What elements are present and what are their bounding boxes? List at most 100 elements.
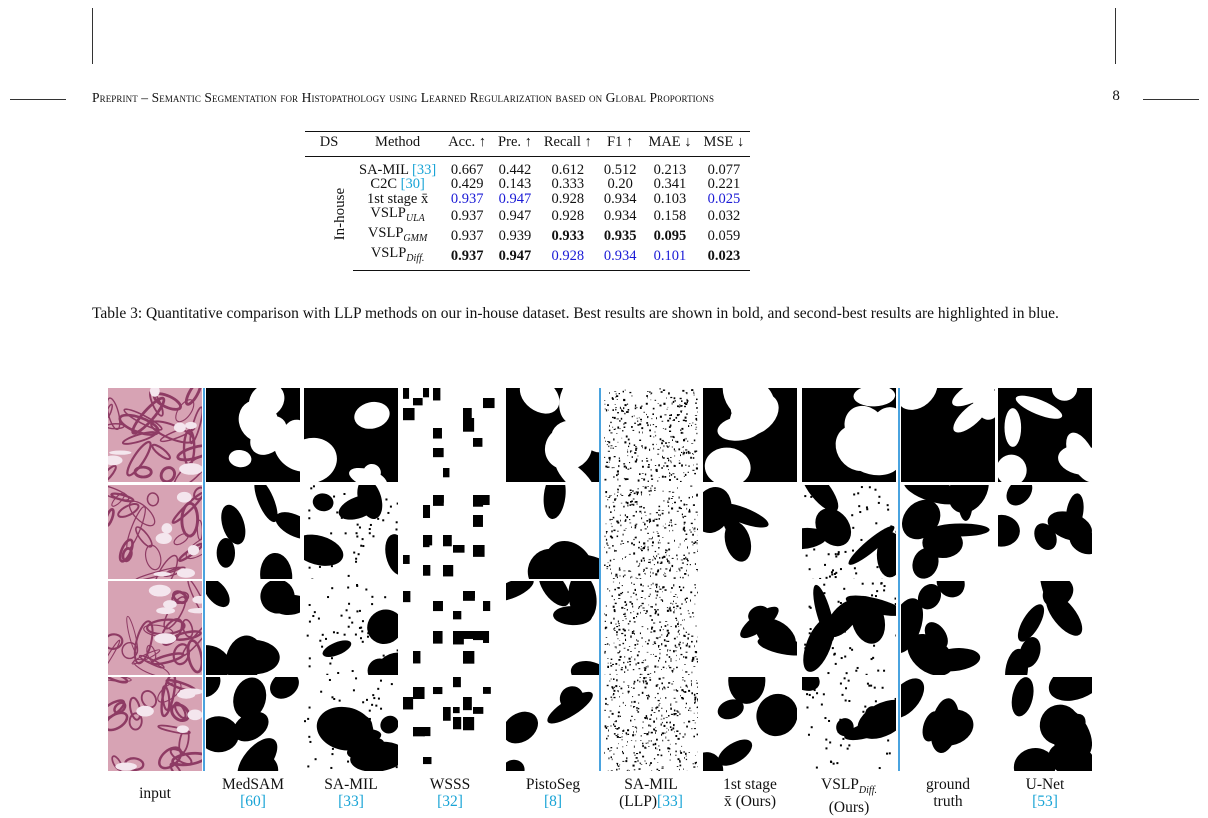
method-cell: C2C [30] xyxy=(370,176,425,193)
mask-image xyxy=(998,485,1092,579)
metric-cell: 0.934 xyxy=(603,190,637,207)
input-image xyxy=(108,388,202,482)
column-label: MedSAM [60] xyxy=(221,776,284,810)
mask-image xyxy=(901,485,995,579)
metric-cell: 0.213 xyxy=(653,162,687,179)
input-image xyxy=(108,485,202,579)
input-image xyxy=(108,677,202,771)
column-label: input xyxy=(139,785,171,802)
mask-image xyxy=(403,677,497,771)
mask-image xyxy=(604,581,698,675)
column-header: Acc. ↑ xyxy=(442,130,493,158)
metric-cell: 0.158 xyxy=(653,207,687,224)
column-label: SA-MIL [33] xyxy=(324,776,378,810)
dataset-label: In-house xyxy=(332,188,349,241)
mask-image xyxy=(802,677,896,771)
mask-image xyxy=(304,581,398,675)
mask-image xyxy=(304,388,398,482)
metric-cell: 0.934 xyxy=(597,246,643,272)
mask-image xyxy=(901,677,995,771)
mask-image xyxy=(304,677,398,771)
table-header-row: DS Method Acc. ↑ Pre. ↑ Recall ↑ F1 ↑ MAE ↓ MSE… xyxy=(305,130,751,158)
table-row: VSLPGMM 0.937 0.939 0.933 0.935 0.095 0.059 xyxy=(305,226,750,246)
method-cell: 1st stage x̄ xyxy=(366,190,429,207)
metric-cell: 0.612 xyxy=(551,162,585,179)
metric-cell: 0.937 xyxy=(442,246,493,272)
table-row: In-house SA-MIL [33] 0.667 0.442 0.612 0.512 0… xyxy=(305,157,750,241)
mask-image xyxy=(604,677,698,771)
mask-image xyxy=(604,485,698,579)
table-row: 1st stage x̄ 0.937 0.947 0.928 0.934 0.103 0.0… xyxy=(305,190,750,207)
mask-image xyxy=(206,388,300,482)
page-number: 8 xyxy=(1112,88,1120,104)
crop-mark-left-h xyxy=(10,99,66,100)
crop-mark-right-h xyxy=(1143,99,1199,100)
metric-cell: 0.928 xyxy=(551,190,585,207)
column-header: Recall ↑ xyxy=(537,130,598,158)
mask-image xyxy=(998,677,1092,771)
metric-cell: 0.341 xyxy=(653,176,687,193)
mask-image xyxy=(403,388,497,482)
column-header: DS xyxy=(305,130,353,158)
mask-image xyxy=(604,388,698,482)
column-label: PistoSeg [8] xyxy=(525,776,581,810)
metric-cell: 0.928 xyxy=(551,207,585,224)
metric-cell: 0.032 xyxy=(707,207,741,224)
mask-image xyxy=(403,485,497,579)
metric-cell: 0.937 xyxy=(450,227,484,244)
method-cell: VSLPGMM xyxy=(367,224,428,244)
metric-cell: 0.928 xyxy=(537,246,598,272)
metric-cell: 0.934 xyxy=(603,207,637,224)
mask-image xyxy=(206,485,300,579)
column-header: Pre. ↑ xyxy=(492,130,538,158)
column-label: ground truth xyxy=(926,776,970,810)
mask-image xyxy=(998,388,1092,482)
column-header: Method xyxy=(353,130,443,158)
metric-cell: 0.933 xyxy=(551,227,585,244)
method-cell: VSLPULA xyxy=(370,204,425,224)
mask-image xyxy=(802,388,896,482)
group-separator xyxy=(599,388,601,771)
mask-image xyxy=(206,581,300,675)
mask-image xyxy=(206,677,300,771)
metric-cell: 0.059 xyxy=(707,227,741,244)
results-table: DS Method Acc. ↑ Pre. ↑ Recall ↑ F1 ↑ MAE ↓ MSE… xyxy=(305,130,751,272)
mask-image xyxy=(703,677,797,771)
metric-cell: 0.939 xyxy=(498,227,532,244)
metric-cell: 0.429 xyxy=(450,176,484,193)
metric-cell: 0.667 xyxy=(450,162,484,179)
mask-image xyxy=(802,581,896,675)
column-label: WSSS [32] xyxy=(429,776,471,810)
mask-image xyxy=(403,581,497,675)
mask-image xyxy=(506,388,600,482)
table-caption: Table 3: Quantitative comparison with LL… xyxy=(92,305,1059,322)
metric-cell: 0.937 xyxy=(450,190,484,207)
table-row: VSLPULA 0.937 0.947 0.928 0.934 0.158 0.032 xyxy=(305,206,750,226)
metric-cell: 0.20 xyxy=(607,176,633,193)
table-row: C2C [30] 0.429 0.143 0.333 0.20 0.341 0.221 xyxy=(305,176,750,193)
mask-image xyxy=(901,388,995,482)
metric-cell: 0.025 xyxy=(707,190,741,207)
metric-cell: 0.935 xyxy=(603,227,637,244)
metric-cell: 0.442 xyxy=(498,162,532,179)
metric-cell: 0.512 xyxy=(603,162,637,179)
metric-cell: 0.947 xyxy=(498,190,532,207)
mask-image xyxy=(703,581,797,675)
metric-cell: 0.103 xyxy=(653,190,687,207)
running-title: Preprint – Semantic Segmentation for His… xyxy=(92,90,715,105)
metric-cell: 0.947 xyxy=(498,207,532,224)
table-row: VSLPDiff. 0.937 0.947 0.928 0.934 0.101 0.023 xyxy=(305,246,751,272)
column-header: MSE ↓ xyxy=(697,130,751,158)
method-cell: VSLPDiff. xyxy=(353,246,443,272)
metric-cell: 0.101 xyxy=(642,246,698,272)
metric-cell: 0.937 xyxy=(450,207,484,224)
column-label: SA-MIL (LLP)[33] xyxy=(619,776,683,810)
metric-cell: 0.947 xyxy=(492,246,538,272)
mask-image xyxy=(802,485,896,579)
table-body: In-house SA-MIL [33] 0.667 0.442 0.612 0.512 0… xyxy=(305,157,751,272)
metric-cell: 0.023 xyxy=(697,246,751,272)
column-label: VSLPDiff. (Ours) xyxy=(821,776,877,817)
method-cell: SA-MIL [33] xyxy=(359,162,437,179)
column-label: 1st stage x̄ (Ours) xyxy=(723,776,777,810)
metric-cell: 0.143 xyxy=(498,176,532,193)
